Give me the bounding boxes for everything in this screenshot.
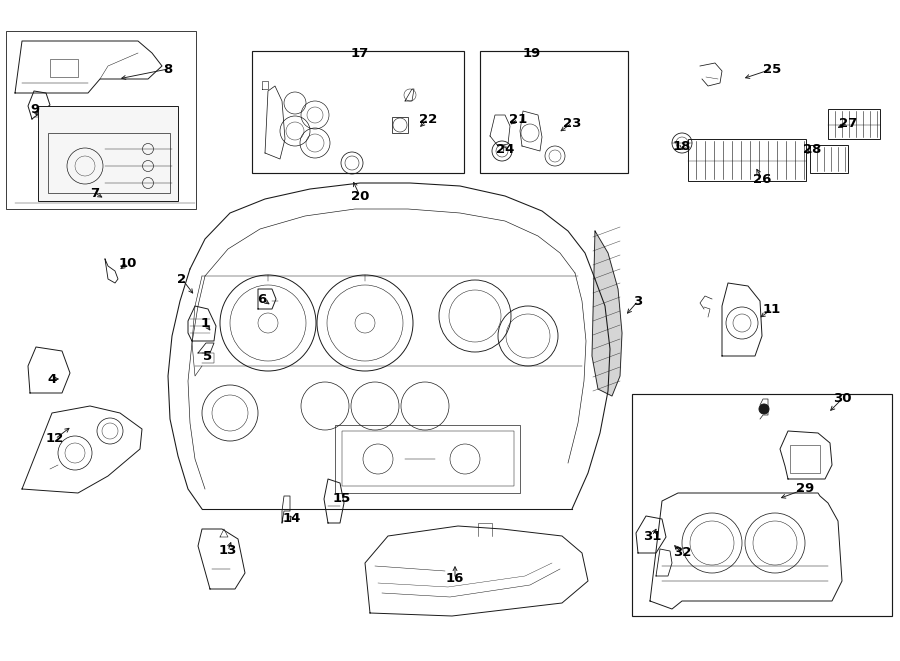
Bar (335, 425, 520, 493)
Text: 15: 15 (333, 492, 351, 506)
Text: 21: 21 (508, 112, 527, 126)
Text: 19: 19 (523, 46, 541, 59)
Text: 4: 4 (48, 373, 57, 385)
Text: 16: 16 (446, 572, 464, 586)
Text: 10: 10 (119, 256, 137, 270)
Bar (252, 51, 464, 173)
Text: 30: 30 (832, 393, 851, 405)
Text: 12: 12 (46, 432, 64, 446)
Bar (6, 31, 196, 209)
Bar (392, 117, 408, 133)
Bar (48, 133, 170, 193)
Bar (38, 106, 178, 201)
Polygon shape (592, 231, 622, 396)
Text: 25: 25 (763, 63, 781, 75)
Bar (688, 139, 806, 181)
Text: 28: 28 (803, 143, 821, 155)
Text: 24: 24 (496, 143, 514, 155)
Text: 3: 3 (634, 295, 643, 307)
Bar (828, 109, 880, 139)
Text: 26: 26 (752, 173, 771, 186)
Text: 14: 14 (283, 512, 302, 525)
Text: 18: 18 (673, 139, 691, 153)
Text: 9: 9 (31, 102, 40, 116)
Bar (632, 394, 892, 616)
Bar (50, 59, 78, 77)
Text: 20: 20 (351, 190, 369, 202)
Text: 31: 31 (643, 529, 662, 543)
Text: 1: 1 (201, 317, 210, 329)
Bar (342, 431, 514, 486)
Text: 5: 5 (203, 350, 212, 362)
Text: 27: 27 (839, 116, 857, 130)
Text: 32: 32 (673, 547, 691, 559)
Text: 2: 2 (177, 272, 186, 286)
Bar (790, 445, 820, 473)
Text: 11: 11 (763, 303, 781, 315)
Circle shape (759, 404, 769, 414)
Text: 6: 6 (257, 293, 266, 305)
Text: 29: 29 (796, 483, 814, 496)
Text: 22: 22 (418, 112, 437, 126)
Text: 23: 23 (562, 116, 581, 130)
Bar (810, 145, 848, 173)
Bar (480, 51, 628, 173)
Text: 13: 13 (219, 545, 238, 557)
Text: 7: 7 (90, 186, 100, 200)
Text: 17: 17 (351, 46, 369, 59)
Text: 8: 8 (164, 63, 173, 75)
